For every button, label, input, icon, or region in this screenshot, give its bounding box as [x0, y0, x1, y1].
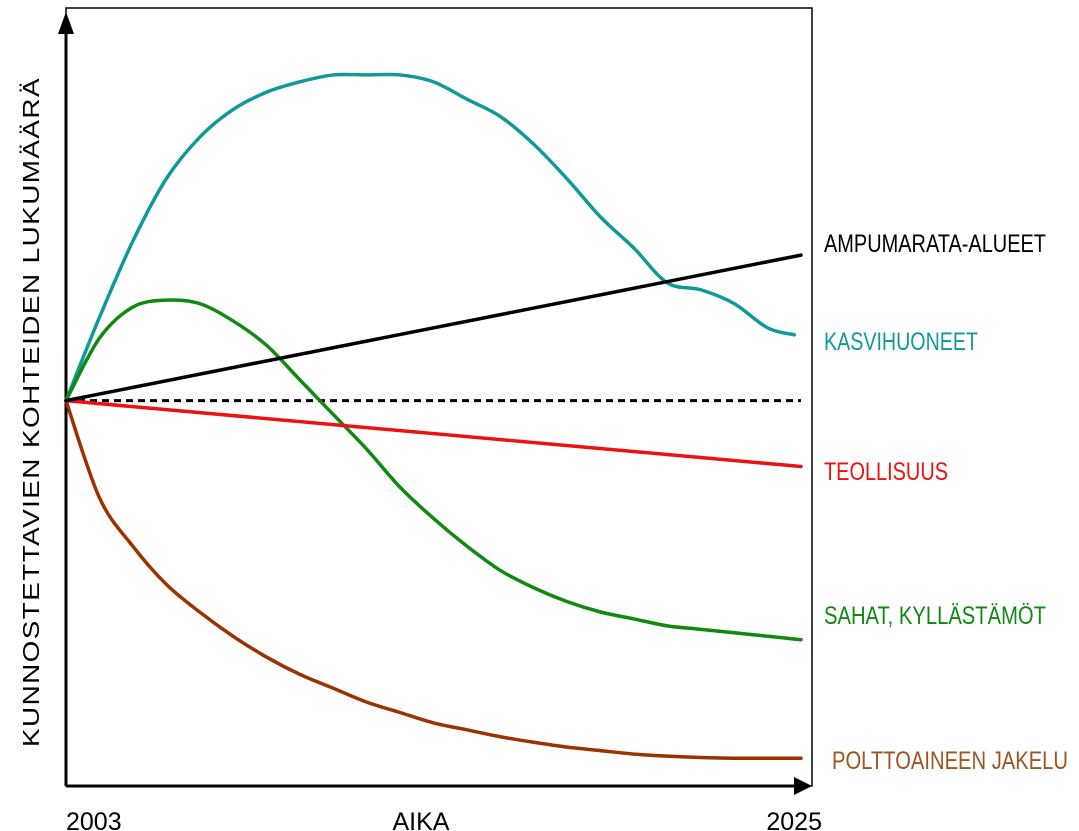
series-line-teollisuus — [64, 398, 803, 469]
series-line-kasvihuoneet — [64, 72, 797, 403]
x-axis-label: AIKA — [393, 808, 450, 831]
chart-marks — [64, 72, 803, 761]
series-label-polttoaine: POLTTOAINEEN JAKELU — [832, 747, 1068, 775]
x-axis-arrow — [794, 777, 812, 795]
series-line-polttoaine — [64, 398, 803, 761]
y-axis-label: KUNNOSTETTAVIEN KOHTEIDEN LUKUMÄÄRÄ — [18, 77, 44, 747]
x-tick-label-end: 2025 — [766, 808, 822, 831]
plot-frame — [65, 7, 813, 787]
series-label-sahat: SAHAT, KYLLÄSTÄMÖT — [824, 602, 1046, 630]
series-line-sahat — [64, 298, 803, 642]
series-label-ampumarata: AMPUMARATA-ALUEET — [824, 230, 1046, 258]
y-axis-arrow — [58, 12, 74, 34]
series-label-teollisuus: TEOLLISUUS — [824, 458, 948, 486]
series-line-ampumarata — [64, 253, 803, 403]
x-tick-label-start: 2003 — [66, 808, 122, 831]
series-label-kasvihuoneet: KASVIHUONEET — [824, 328, 978, 356]
